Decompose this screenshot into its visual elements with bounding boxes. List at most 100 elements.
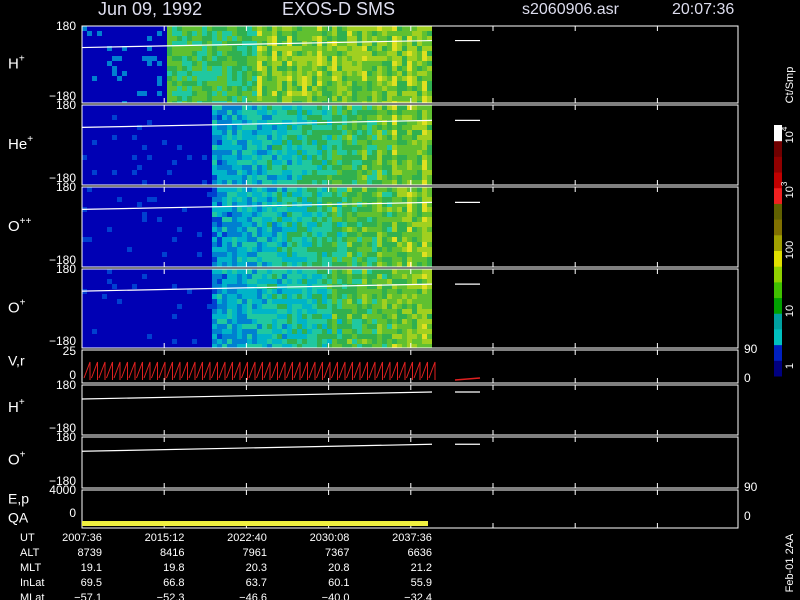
spectrogram-cell: [247, 115, 252, 120]
spectrogram-cell: [422, 294, 427, 299]
spectrogram-cell: [177, 257, 182, 262]
spectrogram-cell: [252, 314, 257, 319]
spectrogram-cell: [427, 284, 432, 289]
spectrogram-cell: [262, 26, 267, 31]
spectrogram-cell: [357, 56, 362, 61]
spectrogram-cell: [192, 46, 197, 51]
spectrogram-cell: [297, 334, 302, 339]
spectrogram-cell: [332, 160, 337, 165]
spectrogram-cell: [147, 252, 152, 257]
panel-frame: [81, 25, 739, 104]
spectrogram-cell: [307, 86, 312, 91]
spectrogram-cell: [387, 160, 392, 165]
spectrogram-cell: [287, 145, 292, 150]
spectrogram-cell: [412, 309, 417, 314]
spectrogram-cell: [352, 279, 357, 284]
spectrogram-cell: [347, 46, 352, 51]
spectrogram-cell: [302, 279, 307, 284]
spectrogram-cell: [212, 105, 217, 110]
spectrogram-cell: [342, 227, 347, 232]
spectrogram-cell: [92, 237, 97, 242]
spectrogram-cell: [417, 170, 422, 175]
spectrogram-cell: [397, 61, 402, 66]
trace: [81, 443, 433, 452]
spectrogram-cell: [167, 135, 172, 140]
spectrogram-cell: [327, 150, 332, 155]
spectrogram-cell: [97, 86, 102, 91]
spectrogram-cell: [372, 284, 377, 289]
spectrogram-cell: [242, 269, 247, 274]
spectrogram-cell: [392, 232, 397, 237]
spectrogram-cell: [377, 207, 382, 212]
spectrogram-cell: [387, 237, 392, 242]
spectrogram-cell: [117, 56, 122, 61]
y-tick-label: −180: [49, 421, 76, 435]
spectrogram-cell: [397, 257, 402, 262]
spectrogram-cell: [237, 135, 242, 140]
spectrogram-cell: [387, 202, 392, 207]
spectrogram-cell: [237, 232, 242, 237]
spectrogram-cell: [422, 120, 427, 125]
spectrogram-cell: [132, 66, 137, 71]
spectrogram-cell: [217, 262, 222, 267]
spectrogram-cell: [122, 135, 127, 140]
spectrogram-cell: [137, 242, 142, 247]
spectrogram-cell: [292, 257, 297, 262]
spectrogram-cell: [312, 66, 317, 71]
spectrogram-cell: [337, 232, 342, 237]
spectrogram-cell: [197, 56, 202, 61]
spectrogram-cell: [402, 165, 407, 170]
spectrogram-cell: [102, 140, 107, 145]
spectrogram-cell: [382, 180, 387, 185]
spectrogram-cell: [417, 329, 422, 334]
velocity-trace: [376, 361, 383, 380]
spectrogram-cell: [372, 344, 377, 348]
spectrogram-cell: [172, 71, 177, 76]
cell: 55.9: [411, 577, 432, 589]
spectrogram-cell: [327, 130, 332, 135]
spectrogram-cell: [172, 319, 177, 324]
spectrogram-cell: [227, 145, 232, 150]
spectrogram-cell: [262, 145, 267, 150]
spectrogram-cell: [117, 160, 122, 165]
spectrogram-cell: [267, 222, 272, 227]
spectrogram-cell: [267, 26, 272, 31]
spectrogram-cell: [322, 91, 327, 96]
spectrogram-cell: [282, 120, 287, 125]
spectrogram-cell: [412, 71, 417, 76]
spectrogram-cell: [122, 314, 127, 319]
spectrogram-cell: [367, 329, 372, 334]
spectrogram-cell: [187, 81, 192, 86]
spectrogram-cell: [332, 155, 337, 160]
spectrogram-cell: [347, 344, 352, 348]
spectrogram-cell: [237, 274, 242, 279]
spectrogram-cell: [337, 86, 342, 91]
spectrogram-cell: [157, 247, 162, 252]
spectrogram-cell: [127, 61, 132, 66]
spectrogram-cell: [97, 212, 102, 217]
spectrogram-cell: [192, 81, 197, 86]
spectrogram-cell: [342, 274, 347, 279]
spectrogram-cell: [407, 160, 412, 165]
spectrogram-cell: [292, 212, 297, 217]
spectrogram-cell: [347, 257, 352, 262]
spectrogram-cell: [177, 269, 182, 274]
spectrogram-cell: [172, 160, 177, 165]
spectrogram-cell: [242, 304, 247, 309]
spectrogram-cell: [332, 170, 337, 175]
spectrogram-cell: [262, 110, 267, 115]
spectrogram-cell: [82, 262, 87, 267]
spectrogram-cell: [252, 41, 257, 46]
spectrogram-cell: [167, 197, 172, 202]
spectrogram-cell: [87, 237, 92, 242]
spectrogram-cell: [102, 66, 107, 71]
spectrogram-cell: [247, 247, 252, 252]
spectrogram-cell: [327, 76, 332, 81]
spectrogram-cell: [332, 314, 337, 319]
spectrogram-cell: [197, 207, 202, 212]
spectrogram-cell: [322, 140, 327, 145]
spectrogram-cell: [127, 120, 132, 125]
spectrogram-cell: [417, 56, 422, 61]
spectrogram-cell: [197, 125, 202, 130]
spectrogram-cell: [132, 115, 137, 120]
